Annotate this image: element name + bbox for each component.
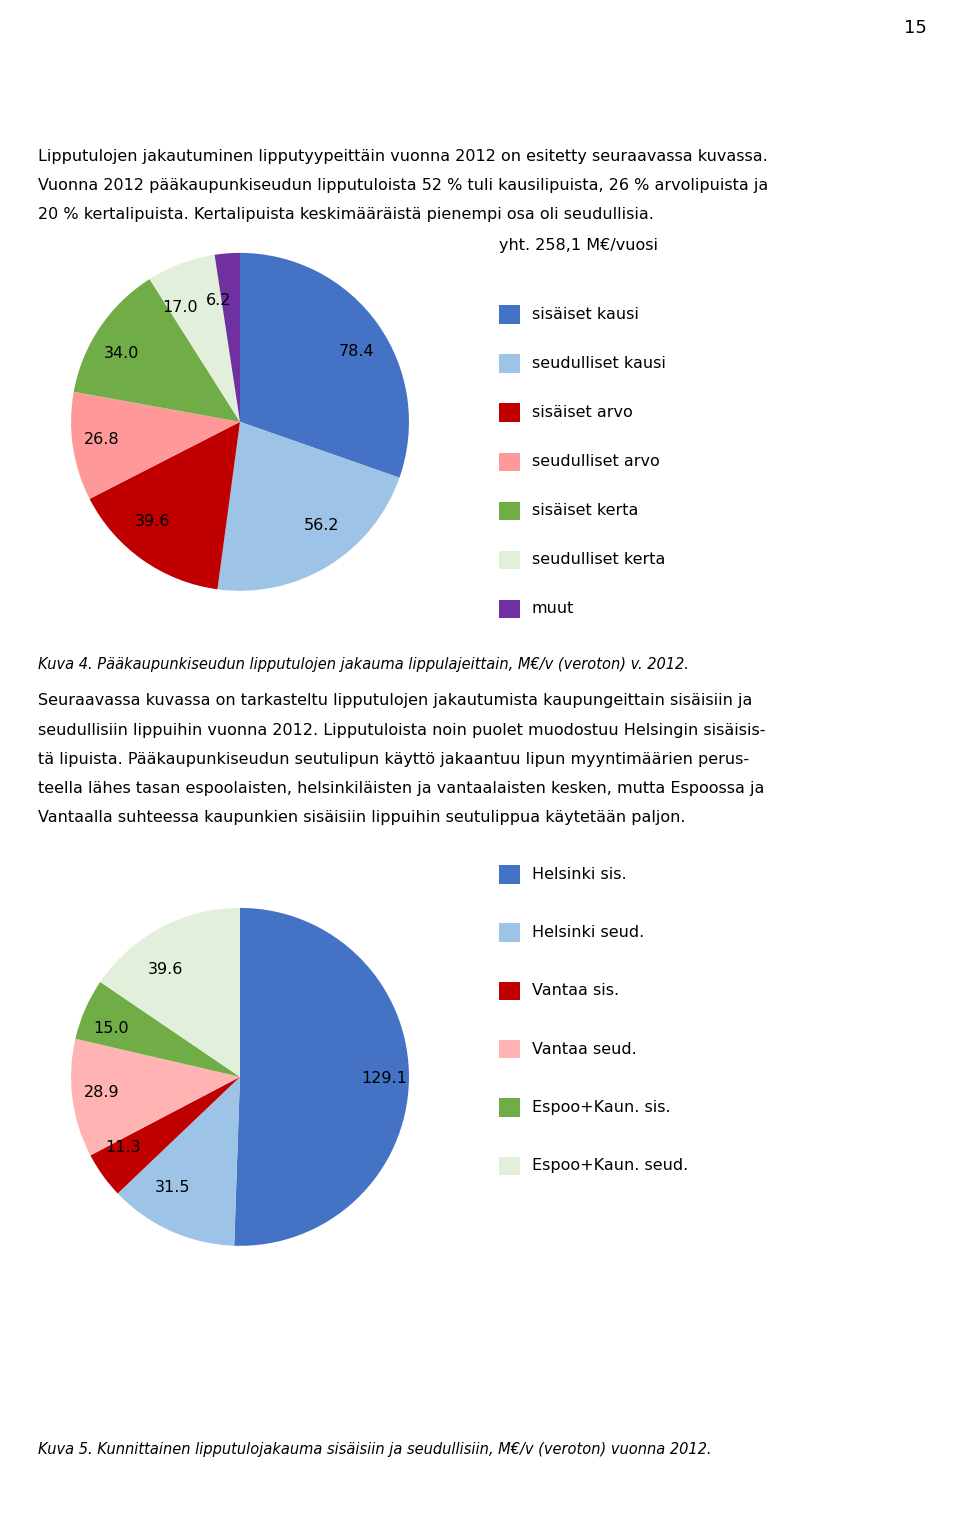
Text: Espoo+Kaun. sis.: Espoo+Kaun. sis. xyxy=(532,1100,670,1115)
Text: 129.1: 129.1 xyxy=(362,1071,407,1086)
Text: yht. 258,1 M€/vuosi: yht. 258,1 M€/vuosi xyxy=(499,238,659,253)
Text: seudulliset kerta: seudulliset kerta xyxy=(532,552,665,568)
Text: Vantaa sis.: Vantaa sis. xyxy=(532,983,619,999)
Wedge shape xyxy=(240,253,409,477)
Text: 17.0: 17.0 xyxy=(162,301,198,316)
Text: Kuva 5. Kunnittainen lipputulojakauma sisäisiin ja seudullisiin, M€/v (veroton) : Kuva 5. Kunnittainen lipputulojakauma si… xyxy=(38,1442,712,1457)
Text: 39.6: 39.6 xyxy=(148,962,183,977)
Text: 28.9: 28.9 xyxy=(84,1085,119,1100)
Text: Vantaa seud.: Vantaa seud. xyxy=(532,1042,636,1057)
Wedge shape xyxy=(90,1077,240,1193)
Wedge shape xyxy=(218,422,399,591)
Text: 6.2: 6.2 xyxy=(205,293,230,308)
Text: 78.4: 78.4 xyxy=(339,344,374,359)
Wedge shape xyxy=(74,279,240,422)
Text: sisäiset kausi: sisäiset kausi xyxy=(532,307,638,322)
Text: tä lipuista. Pääkaupunkiseudun seutulipun käyttö jakaantuu lipun myyntimäärien p: tä lipuista. Pääkaupunkiseudun seutulipu… xyxy=(38,752,750,767)
Text: Vuonna 2012 pääkaupunkiseudun lipputuloista 52 % tuli kausilipuista, 26 % arvoli: Vuonna 2012 pääkaupunkiseudun lipputuloi… xyxy=(38,178,769,193)
Text: 11.3: 11.3 xyxy=(106,1140,141,1155)
Text: Seuraavassa kuvassa on tarkasteltu lipputulojen jakautumista kaupungeittain sisä: Seuraavassa kuvassa on tarkasteltu lippu… xyxy=(38,693,753,709)
Text: Lipputulojen jakautuminen lipputyypeittäin vuonna 2012 on esitetty seuraavassa k: Lipputulojen jakautuminen lipputyypeittä… xyxy=(38,149,768,164)
Text: sisäiset arvo: sisäiset arvo xyxy=(532,405,633,420)
Text: 26.8: 26.8 xyxy=(84,433,120,448)
Text: sisäiset kerta: sisäiset kerta xyxy=(532,503,638,518)
Text: Espoo+Kaun. seud.: Espoo+Kaun. seud. xyxy=(532,1158,688,1174)
Text: Kuva 4. Pääkaupunkiseudun lipputulojen jakauma lippulajeittain, M€/v (veroton) v: Kuva 4. Pääkaupunkiseudun lipputulojen j… xyxy=(38,657,689,672)
Text: 15.0: 15.0 xyxy=(93,1020,129,1035)
Wedge shape xyxy=(71,1039,240,1155)
Text: teella lähes tasan espoolaisten, helsinkiläisten ja vantaalaisten kesken, mutta : teella lähes tasan espoolaisten, helsink… xyxy=(38,781,765,796)
Text: 56.2: 56.2 xyxy=(303,518,339,532)
Wedge shape xyxy=(215,253,240,422)
Text: 39.6: 39.6 xyxy=(134,514,170,529)
Text: seudulliset kausi: seudulliset kausi xyxy=(532,356,665,371)
Text: 31.5: 31.5 xyxy=(155,1180,190,1195)
Text: Vantaalla suhteessa kaupunkien sisäisiin lippuihin seutulippua käytetään paljon.: Vantaalla suhteessa kaupunkien sisäisiin… xyxy=(38,810,685,825)
Text: seudulliset arvo: seudulliset arvo xyxy=(532,454,660,469)
Wedge shape xyxy=(234,908,409,1246)
Text: muut: muut xyxy=(532,601,574,617)
Text: 20 % kertalipuista. Kertalipuista keskimääräistä pienempi osa oli seudullisia.: 20 % kertalipuista. Kertalipuista keskim… xyxy=(38,207,655,222)
Text: 15: 15 xyxy=(903,18,926,37)
Wedge shape xyxy=(150,255,240,422)
Wedge shape xyxy=(100,908,240,1077)
Wedge shape xyxy=(71,391,240,499)
Text: 34.0: 34.0 xyxy=(104,347,139,362)
Text: Helsinki sis.: Helsinki sis. xyxy=(532,867,627,882)
Text: seudullisiin lippuihin vuonna 2012. Lipputuloista noin puolet muodostuu Helsingi: seudullisiin lippuihin vuonna 2012. Lipp… xyxy=(38,723,766,738)
Wedge shape xyxy=(118,1077,240,1246)
Wedge shape xyxy=(89,422,240,589)
Wedge shape xyxy=(76,982,240,1077)
Text: Helsinki seud.: Helsinki seud. xyxy=(532,925,644,940)
